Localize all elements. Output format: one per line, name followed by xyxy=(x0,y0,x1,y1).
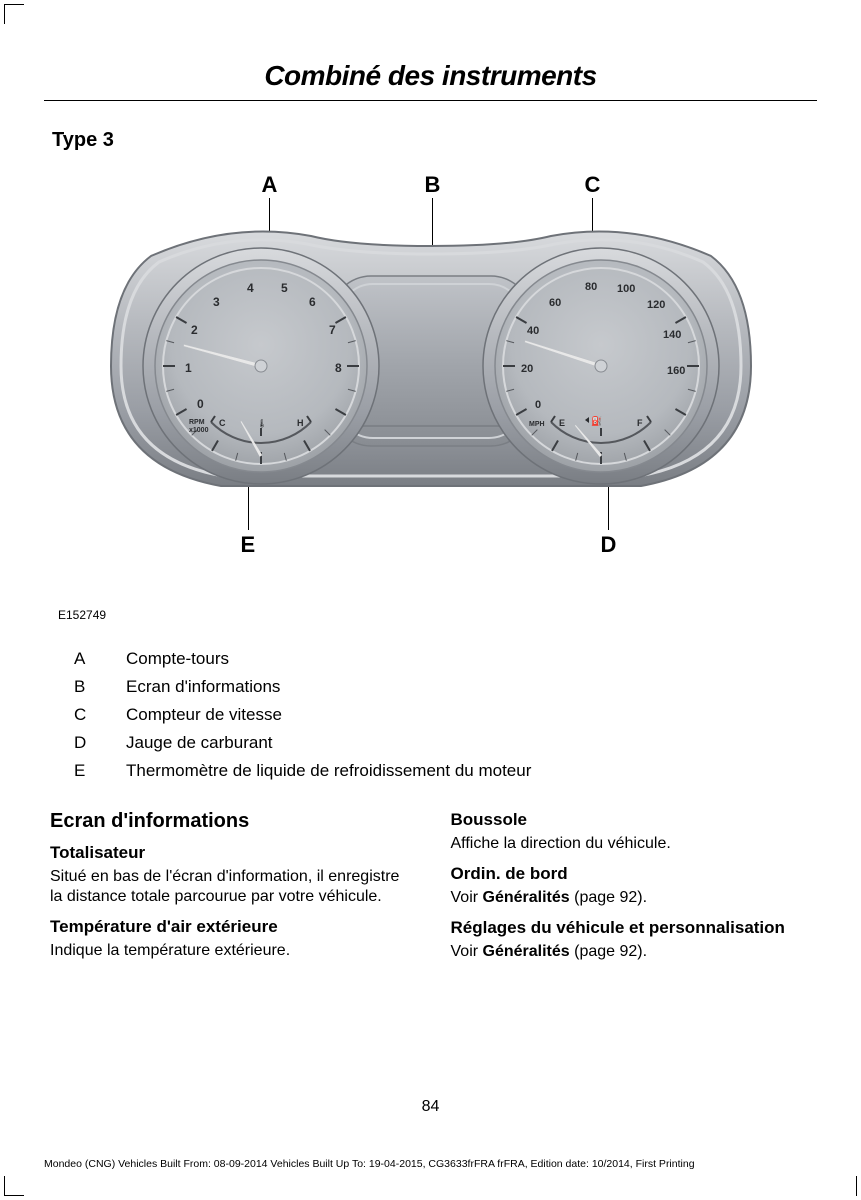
svg-text:6: 6 xyxy=(309,295,316,309)
legend-row: C Compteur de vitesse xyxy=(74,702,817,728)
h2-ecran: Ecran d'informations xyxy=(50,810,411,833)
svg-text:2: 2 xyxy=(191,323,198,337)
body-columns: Ecran d'informations Totalisateur Situé … xyxy=(50,810,811,970)
legend-letter: A xyxy=(74,646,126,672)
callout-c: C xyxy=(585,172,601,198)
svg-text:0: 0 xyxy=(535,399,541,411)
callout-e: E xyxy=(241,532,256,558)
legend: A Compte-tours B Ecran d'informations C … xyxy=(74,646,817,784)
section-heading: Type 3 xyxy=(52,129,817,152)
page-title: Combiné des instruments xyxy=(44,60,817,92)
svg-text:H: H xyxy=(297,418,304,428)
h3-temp-ext: Température d'air extérieure xyxy=(50,917,411,937)
callout-a: A xyxy=(262,172,278,198)
svg-text:5: 5 xyxy=(281,281,288,295)
svg-text:🌡: 🌡 xyxy=(257,419,267,428)
p-boussole: Affiche la direction du véhicule. xyxy=(451,834,812,854)
legend-row: D Jauge de carburant xyxy=(74,730,817,756)
p-totalisateur: Situé en bas de l'écran d'information, i… xyxy=(50,867,411,907)
legend-letter: B xyxy=(74,674,126,700)
crop-mark xyxy=(851,1176,857,1196)
legend-row: E Thermomètre de liquide de refroidissem… xyxy=(74,758,817,784)
svg-text:160: 160 xyxy=(667,365,685,377)
svg-text:E: E xyxy=(559,418,565,428)
txt-bold: Généralités xyxy=(483,889,570,906)
txt-bold: Généralités xyxy=(483,943,570,960)
page-number: 84 xyxy=(0,1098,861,1116)
legend-letter: D xyxy=(74,730,126,756)
svg-text:8: 8 xyxy=(335,361,342,375)
svg-text:120: 120 xyxy=(647,299,665,311)
svg-text:80: 80 xyxy=(585,281,597,293)
left-column: Ecran d'informations Totalisateur Situé … xyxy=(50,810,411,970)
svg-text:MPH: MPH xyxy=(529,421,545,428)
p-temp-ext: Indique la température extérieure. xyxy=(50,941,411,961)
callout-d: D xyxy=(601,532,617,558)
legend-letter: C xyxy=(74,702,126,728)
legend-letter: E xyxy=(74,758,126,784)
svg-text:⛽: ⛽ xyxy=(591,415,602,426)
svg-text:1: 1 xyxy=(185,361,192,375)
h3-reglages: Réglages du véhicule et personnalisation xyxy=(451,918,812,938)
footer-text: Mondeo (CNG) Vehicles Built From: 08-09-… xyxy=(44,1158,695,1170)
svg-text:0: 0 xyxy=(197,397,204,411)
legend-row: B Ecran d'informations xyxy=(74,674,817,700)
legend-text: Thermomètre de liquide de refroidissemen… xyxy=(126,758,531,784)
crop-mark xyxy=(4,4,24,24)
instrument-cluster-figure: A B C E D xyxy=(81,170,781,600)
legend-text: Compteur de vitesse xyxy=(126,702,282,728)
right-column: Boussole Affiche la direction du véhicul… xyxy=(451,810,812,970)
h3-boussole: Boussole xyxy=(451,810,812,830)
svg-text:RPM: RPM xyxy=(189,419,205,426)
legend-text: Compte-tours xyxy=(126,646,229,672)
svg-text:x1000: x1000 xyxy=(189,427,209,434)
txt: (page 92). xyxy=(570,943,647,960)
crop-mark xyxy=(4,1176,24,1196)
svg-text:C: C xyxy=(219,418,226,428)
txt: Voir xyxy=(451,943,483,960)
p-ordin: Voir Généralités (page 92). xyxy=(451,888,812,908)
svg-text:3: 3 xyxy=(213,295,220,309)
legend-text: Ecran d'informations xyxy=(126,674,280,700)
svg-text:7: 7 xyxy=(329,323,336,337)
svg-text:40: 40 xyxy=(527,325,539,337)
legend-text: Jauge de carburant xyxy=(126,730,273,756)
cluster-svg: 0 1 2 3 4 5 6 7 8 RPM x1000 C H 🌡 xyxy=(91,226,771,506)
svg-text:F: F xyxy=(637,418,643,428)
legend-row: A Compte-tours xyxy=(74,646,817,672)
svg-text:4: 4 xyxy=(247,281,254,295)
h3-ordin: Ordin. de bord xyxy=(451,864,812,884)
callout-b: B xyxy=(425,172,441,198)
p-reglages: Voir Généralités (page 92). xyxy=(451,942,812,962)
svg-text:100: 100 xyxy=(617,283,635,295)
svg-text:60: 60 xyxy=(549,297,561,309)
svg-text:140: 140 xyxy=(663,329,681,341)
svg-text:20: 20 xyxy=(521,363,533,375)
h3-totalisateur: Totalisateur xyxy=(50,843,411,863)
title-rule xyxy=(44,100,817,101)
image-code: E152749 xyxy=(58,608,817,622)
txt: (page 92). xyxy=(570,889,647,906)
txt: Voir xyxy=(451,889,483,906)
